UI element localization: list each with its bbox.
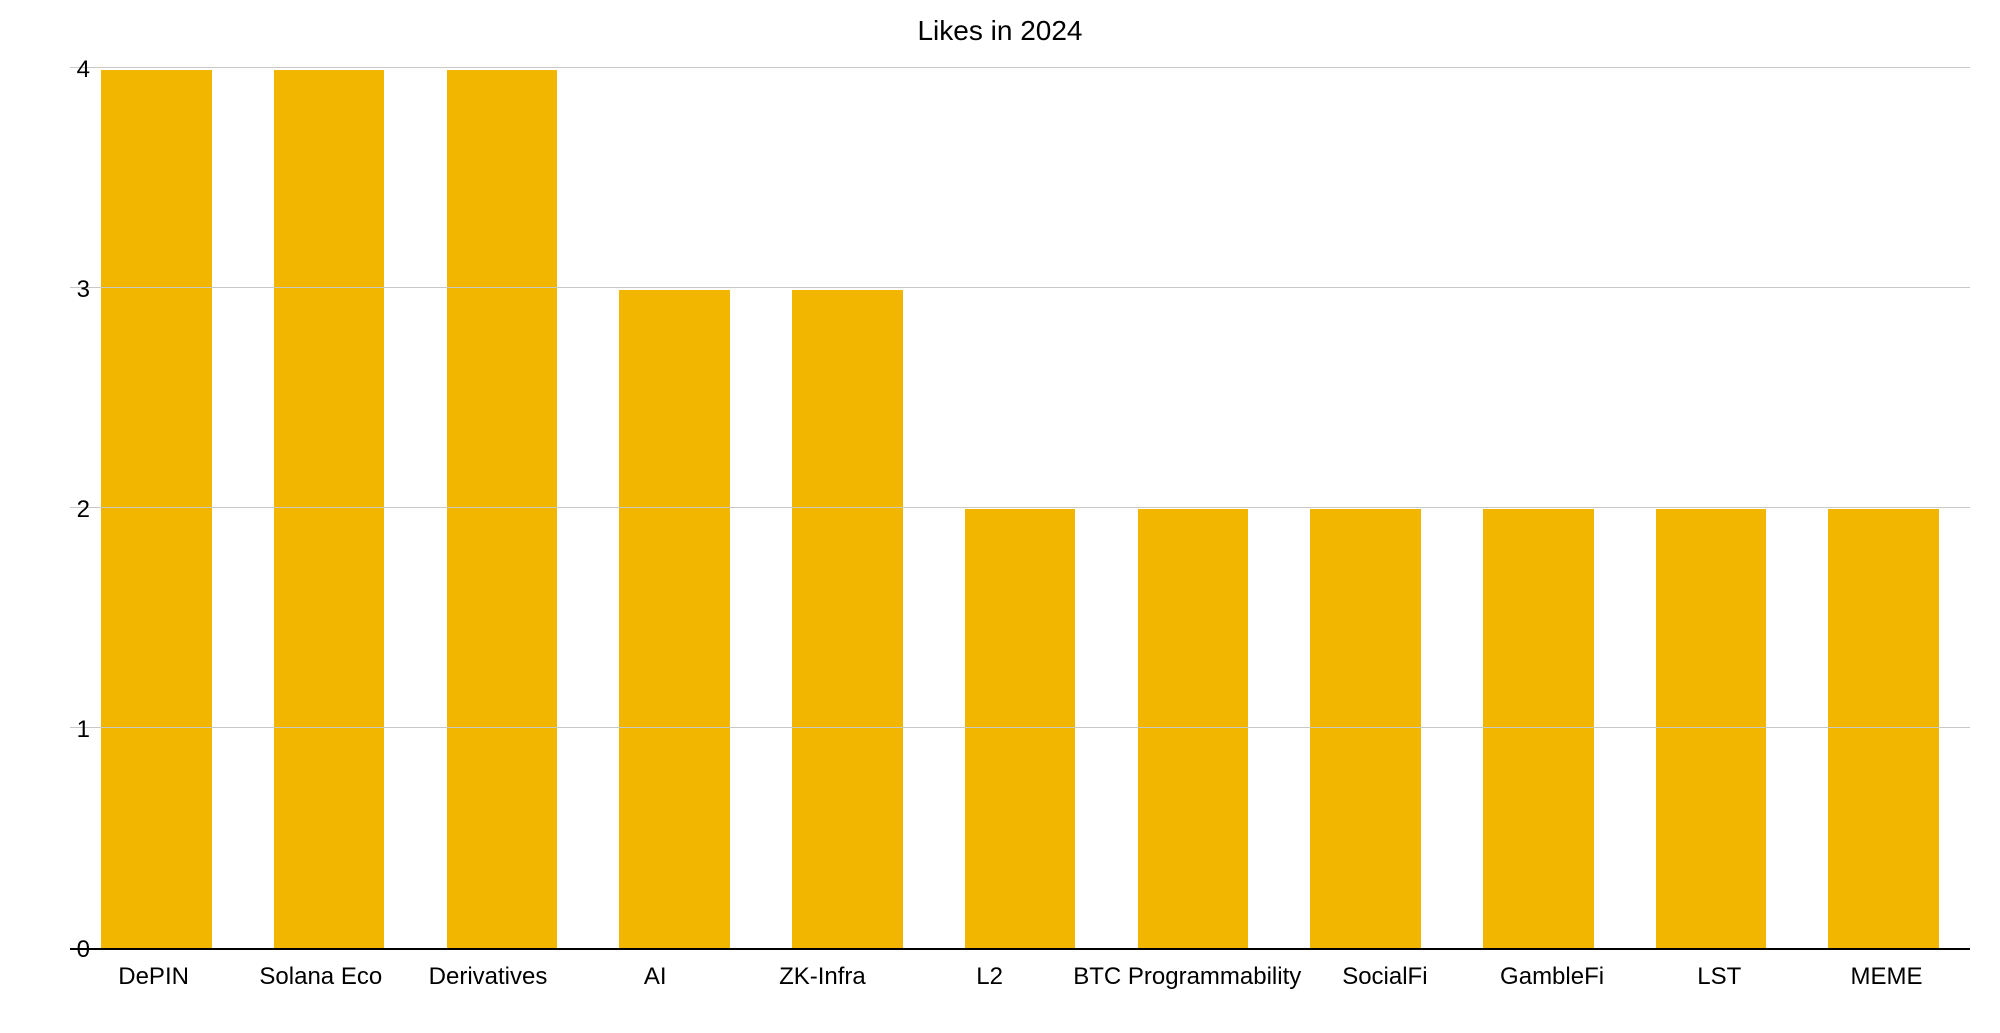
bar: [1828, 509, 1939, 948]
y-tick-label: 0: [40, 936, 90, 964]
y-tick-label: 4: [40, 56, 90, 84]
bar-slot: [1106, 70, 1279, 948]
x-tick-label: AI: [572, 955, 739, 991]
bars-container: [70, 70, 1970, 948]
x-tick-label: BTC Programmability: [1073, 955, 1301, 991]
y-tick-label: 2: [40, 496, 90, 524]
bar-slot: [415, 70, 588, 948]
bar: [1656, 509, 1767, 948]
likes-2024-chart: Likes in 2024 DePINSolana EcoDerivatives…: [0, 0, 2000, 1033]
bar: [619, 290, 730, 949]
x-tick-label: GambleFi: [1468, 955, 1635, 991]
bar: [1483, 509, 1594, 948]
bar-slot: [1452, 70, 1625, 948]
bar-slot: [1279, 70, 1452, 948]
bar-slot: [1625, 70, 1798, 948]
bar: [101, 70, 212, 948]
bar: [1310, 509, 1421, 948]
x-tick-label: DePIN: [70, 955, 237, 991]
x-tick-label: LST: [1636, 955, 1803, 991]
grid-line: [70, 67, 1970, 68]
x-tick-label: Derivatives: [404, 955, 571, 991]
y-tick-label: 1: [40, 716, 90, 744]
chart-title: Likes in 2024: [0, 15, 2000, 47]
bar: [792, 290, 903, 949]
plot-area: [70, 70, 1970, 950]
x-tick-label: SocialFi: [1301, 955, 1468, 991]
grid-line: [70, 727, 1970, 728]
x-tick-label: MEME: [1803, 955, 1970, 991]
bar: [274, 70, 385, 948]
bar-slot: [934, 70, 1107, 948]
x-axis-labels: DePINSolana EcoDerivativesAIZK-InfraL2BT…: [70, 955, 1970, 991]
bar-slot: [243, 70, 416, 948]
bar: [447, 70, 558, 948]
grid-line: [70, 287, 1970, 288]
x-tick-label: Solana Eco: [237, 955, 404, 991]
bar-slot: [761, 70, 934, 948]
bar-slot: [1797, 70, 1970, 948]
bar-slot: [70, 70, 243, 948]
bar-slot: [588, 70, 761, 948]
bar: [1138, 509, 1249, 948]
grid-line: [70, 507, 1970, 508]
y-tick-label: 3: [40, 276, 90, 304]
x-tick-label: L2: [906, 955, 1073, 991]
x-tick-label: ZK-Infra: [739, 955, 906, 991]
bar: [965, 509, 1076, 948]
